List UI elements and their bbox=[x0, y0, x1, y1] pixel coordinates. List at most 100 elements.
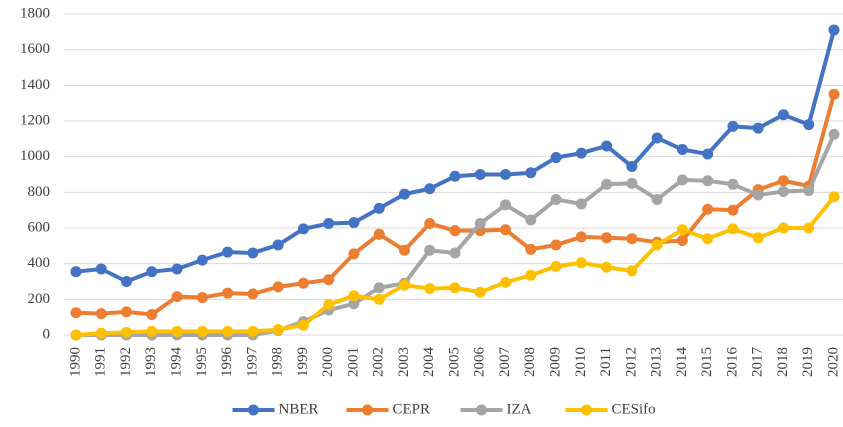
point bbox=[196, 325, 208, 337]
y-tick-label: 1400 bbox=[20, 77, 50, 93]
y-tick-label: 1600 bbox=[20, 41, 50, 57]
point bbox=[323, 274, 335, 286]
point bbox=[424, 283, 436, 295]
point bbox=[474, 218, 486, 230]
x-tick-label: 2006 bbox=[472, 347, 488, 378]
point bbox=[121, 306, 133, 318]
point bbox=[550, 193, 562, 205]
point bbox=[727, 223, 739, 235]
point bbox=[247, 325, 259, 337]
point bbox=[550, 260, 562, 272]
point bbox=[752, 189, 764, 201]
point bbox=[575, 257, 587, 269]
point bbox=[297, 319, 309, 331]
point bbox=[752, 122, 764, 134]
point bbox=[70, 266, 82, 278]
x-tick-label: 2004 bbox=[421, 347, 437, 378]
point bbox=[828, 128, 840, 140]
point bbox=[222, 246, 234, 258]
point bbox=[525, 167, 537, 179]
point bbox=[803, 119, 815, 131]
series-line bbox=[75, 29, 836, 284]
point bbox=[348, 290, 360, 302]
point bbox=[70, 307, 82, 319]
x-tick-label: 2019 bbox=[800, 347, 816, 377]
point bbox=[828, 24, 840, 36]
point bbox=[247, 247, 259, 259]
x-tick-label: 2007 bbox=[497, 347, 513, 378]
point bbox=[398, 279, 410, 291]
point bbox=[702, 175, 714, 187]
x-tick-label: 1992 bbox=[118, 347, 134, 377]
legend-marker bbox=[248, 404, 259, 416]
y-tick-label: 1200 bbox=[20, 112, 50, 128]
point bbox=[146, 266, 158, 278]
point bbox=[525, 214, 537, 226]
point bbox=[272, 324, 284, 336]
point bbox=[575, 231, 587, 243]
point bbox=[575, 147, 587, 159]
x-tick-label: 2020 bbox=[825, 347, 841, 377]
point bbox=[601, 261, 613, 273]
x-tick-label: 1990 bbox=[67, 347, 83, 377]
point bbox=[348, 298, 360, 310]
point bbox=[676, 174, 688, 186]
point bbox=[373, 282, 385, 294]
point bbox=[727, 120, 739, 132]
legend-label: CESifo bbox=[612, 401, 656, 417]
point bbox=[525, 243, 537, 255]
legend-marker bbox=[476, 404, 487, 416]
x-tick-label: 1999 bbox=[295, 347, 311, 377]
x-tick-label: 2000 bbox=[320, 347, 336, 377]
point bbox=[626, 160, 638, 172]
legend-label: CEPR bbox=[393, 401, 431, 417]
point bbox=[777, 185, 789, 197]
y-tick-label: 0 bbox=[43, 326, 51, 342]
x-tick-label: 2003 bbox=[396, 347, 412, 377]
point bbox=[449, 225, 461, 237]
point bbox=[727, 178, 739, 190]
point bbox=[449, 247, 461, 259]
point bbox=[550, 239, 562, 251]
point bbox=[247, 288, 259, 300]
legend-marker bbox=[362, 404, 373, 416]
point bbox=[121, 276, 133, 287]
point bbox=[601, 140, 613, 152]
point bbox=[525, 269, 537, 281]
point bbox=[373, 293, 385, 305]
point bbox=[297, 223, 309, 235]
x-tick-label: 1991 bbox=[93, 347, 109, 377]
point bbox=[70, 329, 82, 341]
point bbox=[398, 188, 410, 200]
point bbox=[373, 228, 385, 240]
point bbox=[500, 276, 512, 288]
point bbox=[95, 263, 107, 275]
x-tick-label: 1995 bbox=[194, 347, 210, 377]
point bbox=[651, 132, 663, 144]
x-tick-label: 2012 bbox=[623, 347, 639, 377]
point bbox=[803, 222, 815, 234]
point bbox=[424, 244, 436, 256]
x-tick-label: 2018 bbox=[775, 347, 791, 377]
point bbox=[272, 281, 284, 293]
point bbox=[272, 239, 284, 251]
x-tick-label: 2002 bbox=[371, 347, 387, 377]
point bbox=[424, 183, 436, 195]
point bbox=[651, 239, 663, 251]
y-tick-label: 400 bbox=[28, 255, 51, 271]
point bbox=[777, 222, 789, 234]
point bbox=[424, 218, 436, 230]
point bbox=[474, 286, 486, 298]
legend-marker bbox=[581, 404, 592, 416]
x-tick-label: 1998 bbox=[270, 347, 286, 377]
point bbox=[500, 169, 512, 180]
point bbox=[373, 202, 385, 214]
point bbox=[146, 308, 158, 320]
x-tick-label: 2014 bbox=[674, 347, 690, 378]
x-tick-label: 2011 bbox=[598, 347, 614, 376]
point bbox=[575, 198, 587, 210]
series-line bbox=[75, 93, 836, 317]
point bbox=[449, 170, 461, 182]
